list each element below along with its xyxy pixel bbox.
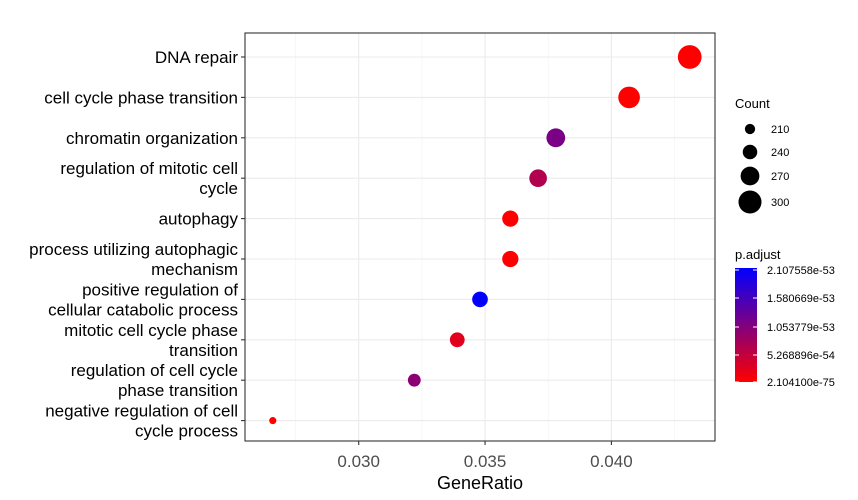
data-point <box>502 250 519 268</box>
count-legend-label: 240 <box>771 147 789 159</box>
count-legend: Count 210 240 270 300 <box>735 96 789 214</box>
category-label: mitotic cell cycle phase transition <box>64 321 238 360</box>
data-point <box>472 291 488 308</box>
category-label: negative regulation of cell cycle process <box>45 402 238 441</box>
category-label: cell cycle phase transition <box>44 88 238 107</box>
data-point <box>449 332 465 348</box>
count-legend-title: Count <box>735 96 770 111</box>
category-labels: DNA repair cell cycle phase transition chr… <box>29 48 238 441</box>
padj-legend-label: 5.268896e-54 <box>767 350 835 362</box>
x-tick-label: 0.040 <box>590 452 633 471</box>
count-legend-key <box>740 166 760 186</box>
minor-gridlines <box>295 33 675 441</box>
count-legend-key <box>738 190 762 214</box>
padj-legend-label: 2.107558e-53 <box>767 265 835 277</box>
category-label: DNA repair <box>155 48 238 67</box>
data-points <box>269 45 702 425</box>
data-point <box>502 210 519 227</box>
y-axis-ticks <box>241 56 245 422</box>
x-axis-ticks <box>358 441 612 445</box>
count-legend-label: 210 <box>771 124 789 136</box>
x-tick-label: 0.030 <box>337 452 380 471</box>
x-axis-title: GeneRatio <box>437 473 523 493</box>
data-point <box>677 45 702 69</box>
category-label: autophagy <box>159 210 239 229</box>
count-legend-key <box>742 144 758 160</box>
category-label: process utilizing autophagic mechanism <box>29 240 238 279</box>
data-point <box>269 417 277 425</box>
category-label: positive regulation of cellular catabolic… <box>48 280 238 319</box>
padj-legend-label: 2.104100e-75 <box>767 377 835 389</box>
count-legend-key <box>744 123 756 135</box>
category-label: regulation of cell cycle phase transition <box>71 361 238 400</box>
padj-legend-label: 1.053779e-53 <box>767 322 835 334</box>
padj-legend: p.adjust 2.107558e-53 1.580669e-53 1.05377… <box>735 247 835 389</box>
padj-legend-title: p.adjust <box>735 247 781 262</box>
data-point <box>546 128 566 148</box>
data-point <box>618 86 640 109</box>
x-tick-label: 0.035 <box>464 452 507 471</box>
data-point <box>529 169 547 188</box>
x-tick-labels: 0.030 0.035 0.040 <box>337 452 632 471</box>
category-label: regulation of mitotic cell cycle <box>60 159 238 198</box>
data-point <box>407 373 421 387</box>
count-legend-label: 300 <box>771 197 789 209</box>
padj-legend-label: 1.580669e-53 <box>767 293 835 305</box>
count-legend-label: 270 <box>771 171 789 183</box>
padj-colorbar <box>735 268 757 382</box>
plot-panel-border <box>244 32 716 442</box>
category-label: chromatin organization <box>66 129 238 148</box>
